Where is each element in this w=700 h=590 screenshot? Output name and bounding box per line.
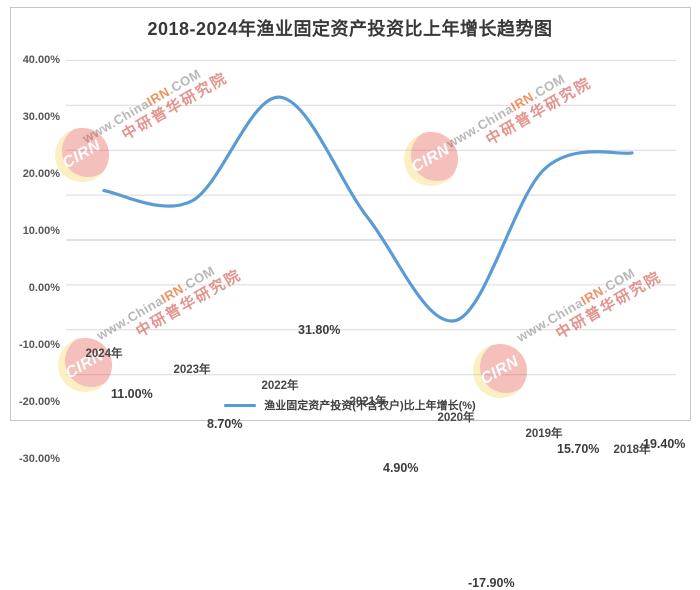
legend-line-marker <box>224 403 257 407</box>
x-axis-category-label: 2024年 <box>85 348 123 360</box>
x-axis-category-label: 2022年 <box>261 380 299 392</box>
data-point-label: 11.00% <box>111 386 153 401</box>
y-axis-tick-label: 10.00% <box>22 225 60 238</box>
x-axis-category-label: 2020年 <box>437 412 475 424</box>
plot-area <box>66 59 676 376</box>
legend-series-label: 渔业固定资产投资(不含农户)比上年增长(%) <box>264 400 476 412</box>
y-axis-tick-label: -10.00% <box>19 338 60 351</box>
series-line <box>102 95 634 323</box>
data-point-label: 19.40% <box>643 436 686 451</box>
data-point-label: 8.70% <box>207 416 243 431</box>
y-axis-tick-label: 0.00% <box>28 282 60 294</box>
y-axis-tick-label: 30.00% <box>22 111 60 124</box>
chart-border-frame <box>10 7 691 421</box>
y-axis-tick-label: -20.00% <box>19 395 60 408</box>
data-point-label: 31.80% <box>298 323 341 338</box>
x-axis-category-label: 2021年 <box>349 396 387 408</box>
data-point-label: 4.90% <box>383 460 419 475</box>
y-axis-tick-label: -30.00% <box>19 452 60 465</box>
x-axis-category-label: 2023年 <box>173 364 211 376</box>
y-axis-tick-label: 40.00% <box>22 54 60 67</box>
y-axis-tick-label: 20.00% <box>22 168 60 181</box>
data-point-label: -17.90% <box>468 576 515 590</box>
legend: 渔业固定资产投资(不含农户)比上年增长(%) <box>0 396 700 414</box>
chart-title: 2018-2024年渔业固定资产投资比上年增长趋势图 <box>147 19 553 39</box>
